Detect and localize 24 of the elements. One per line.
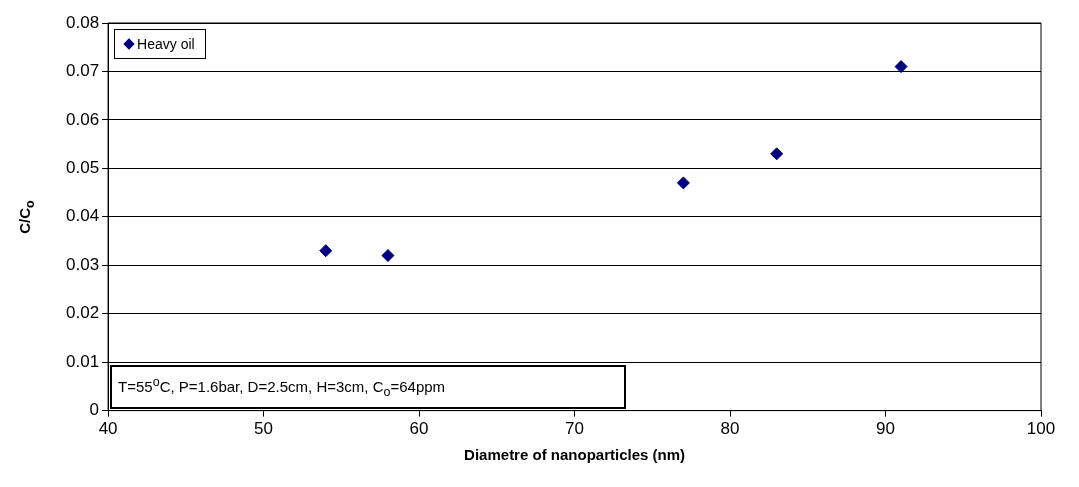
y-tick-label: 0.06 <box>65 109 100 129</box>
y-tick-label: 0.04 <box>65 206 100 226</box>
y-tick-label: 0.01 <box>65 351 100 371</box>
point <box>319 244 333 258</box>
text-box: T=55$^{o}$C, P=1.6bar, D=2.5cm, H=3cm, C$_{o}$=64ppm <box>110 364 627 409</box>
point <box>676 176 690 190</box>
x-tick-label: 40 <box>98 419 118 439</box>
point <box>770 147 784 161</box>
x-tick-label: 60 <box>409 419 429 439</box>
y-tick-label: 0.02 <box>65 303 100 323</box>
legend-label: Heavy oil <box>137 36 195 52</box>
y-tick-label: 0 <box>89 400 100 420</box>
x-tick-label: 90 <box>876 419 895 439</box>
x-tick-label: 80 <box>720 419 740 439</box>
y-tick-label: 0.08 <box>65 12 100 32</box>
y-tick-label: 0.03 <box>65 254 100 274</box>
x-axis-title: Diametre of nanoparticles (nm) <box>464 446 685 464</box>
point <box>894 60 908 74</box>
x-tick-label: 50 <box>254 419 274 439</box>
y-tick-label: 0.07 <box>65 61 100 81</box>
point <box>381 249 395 263</box>
x-tick-label: 100 <box>1026 419 1056 439</box>
x-tick-label: 70 <box>565 419 584 439</box>
y-tick-label: 0.05 <box>65 158 100 178</box>
